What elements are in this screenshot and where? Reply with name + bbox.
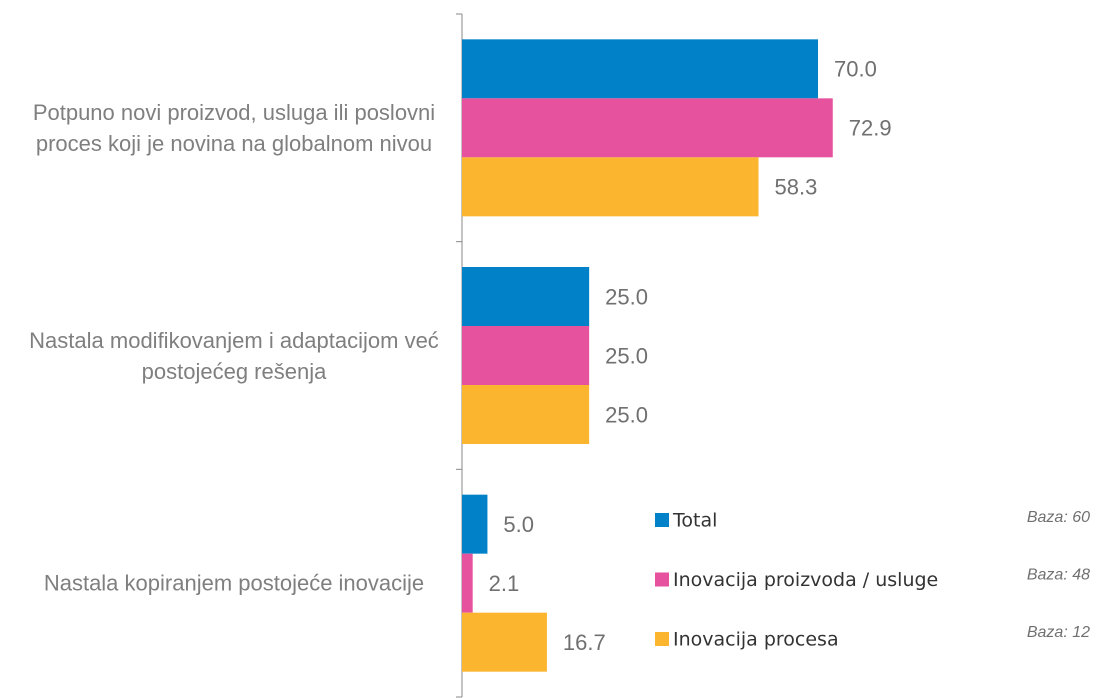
base-note: Baza: 48 [1027, 567, 1090, 584]
base-note: Baza: 60 [1027, 509, 1090, 526]
value-label: 72.9 [849, 116, 892, 141]
legend-swatch [655, 572, 669, 587]
legend-label: Inovacija proizvoda / usluge [673, 569, 938, 591]
category-label: Potpuno novi proizvod, usluga ili poslov… [32, 99, 436, 156]
value-label: 16.7 [563, 630, 606, 655]
bar [462, 385, 590, 444]
value-label: 25.0 [605, 343, 648, 368]
legend-label: Total [672, 510, 717, 532]
bar [462, 553, 473, 613]
bar [462, 98, 833, 158]
bar [462, 267, 590, 326]
category-label: Nastala kopiranjem postojeće inovacije [43, 570, 425, 596]
bar [462, 612, 547, 672]
legend-swatch [655, 513, 669, 527]
value-label: 25.0 [605, 402, 648, 427]
base-note: Baza: 12 [1027, 624, 1090, 641]
bar [462, 494, 488, 554]
value-label: 70.0 [834, 57, 877, 82]
value-label: 2.1 [489, 571, 520, 596]
value-label: 25.0 [605, 284, 648, 309]
value-label: 58.3 [775, 175, 818, 200]
bar [462, 326, 590, 385]
value-label: 5.0 [503, 512, 534, 537]
category-label: Nastala modifikovanjem i adaptacijom već… [29, 327, 439, 384]
legend-swatch [655, 632, 669, 646]
bar [462, 157, 759, 217]
legend-label: Inovacija procesa [673, 629, 839, 651]
bar [462, 39, 819, 99]
